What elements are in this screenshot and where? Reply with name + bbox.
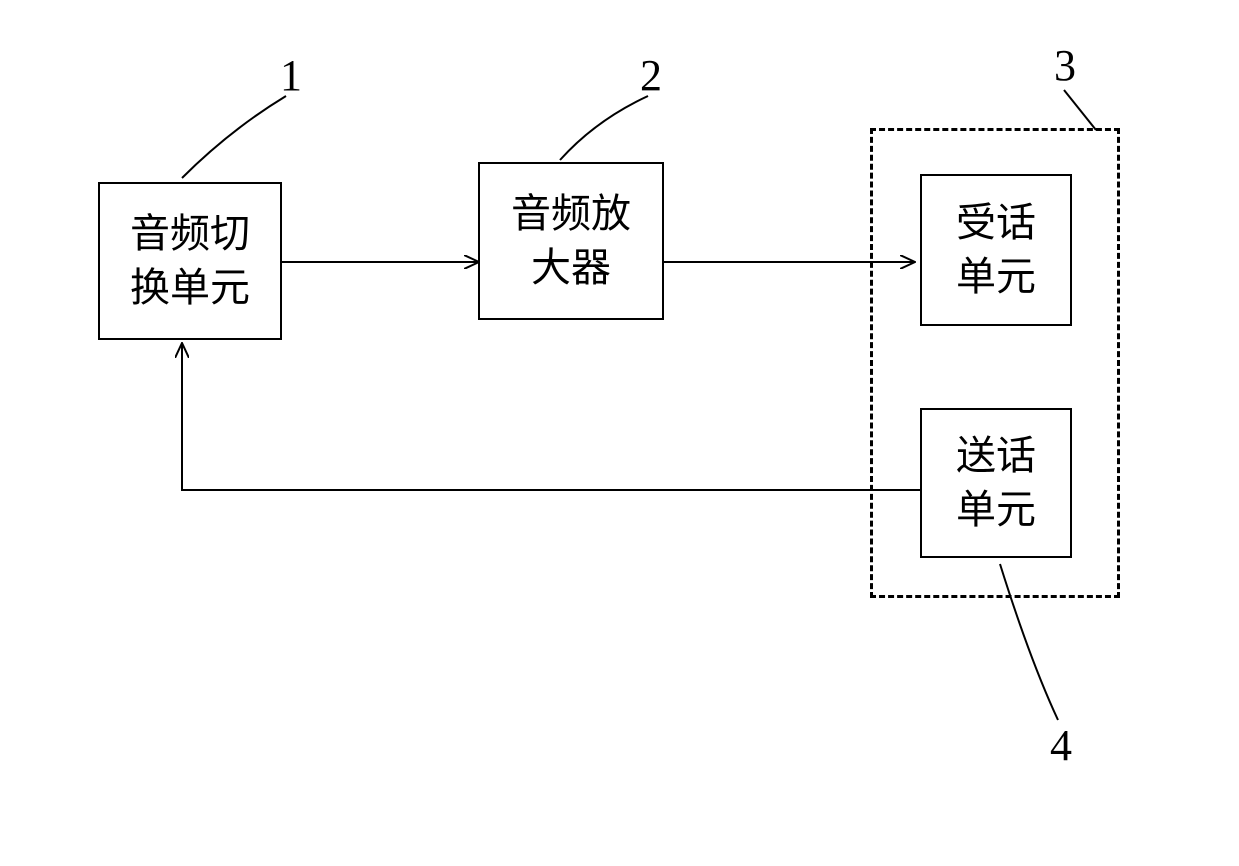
transmitter-unit-node: 送话 单元	[920, 408, 1072, 558]
audio-amplifier-node: 音频放 大器	[478, 162, 664, 320]
callout-2-text: 2	[640, 51, 662, 100]
callout-3-text: 3	[1054, 41, 1076, 90]
audio-amplifier-label: 音频放 大器	[511, 187, 631, 295]
transmitter-unit-label: 送话 单元	[956, 429, 1036, 537]
callout-label-4: 4	[1050, 720, 1072, 771]
callout-4-text: 4	[1050, 721, 1072, 770]
callout-label-3: 3	[1054, 40, 1076, 91]
receiver-unit-label: 受话 单元	[956, 196, 1036, 304]
callout-label-1: 1	[280, 50, 302, 101]
receiver-unit-node: 受话 单元	[920, 174, 1072, 326]
callout-1-text: 1	[280, 51, 302, 100]
audio-switch-unit-node: 音频切 换单元	[98, 182, 282, 340]
audio-switch-unit-label: 音频切 换单元	[130, 207, 250, 315]
callout-label-2: 2	[640, 50, 662, 101]
diagram-canvas: 音频切 换单元 音频放 大器 受话 单元 送话 单元 1 2 3 4	[0, 0, 1239, 866]
